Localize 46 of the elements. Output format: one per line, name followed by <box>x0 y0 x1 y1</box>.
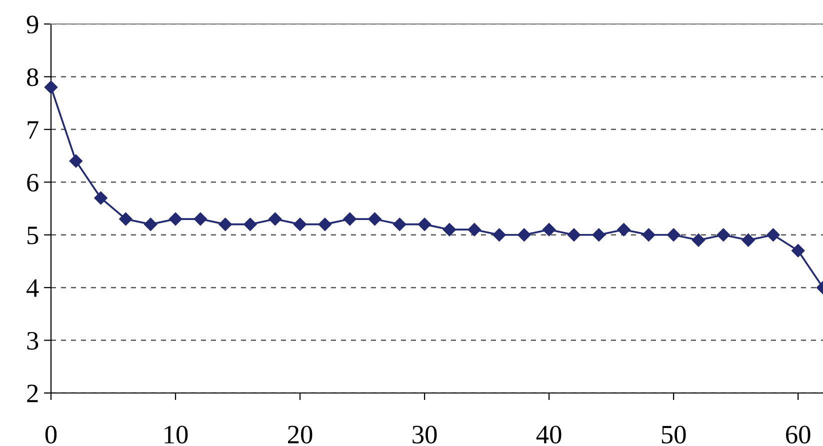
x-tick-label: 40 <box>536 426 562 444</box>
point <box>766 228 780 242</box>
point <box>442 223 456 236</box>
point <box>617 223 630 236</box>
y-tick-label: 8 <box>27 68 38 86</box>
point <box>268 212 282 226</box>
point <box>666 228 680 242</box>
point <box>194 212 208 226</box>
y-tick-label: 5 <box>28 226 38 244</box>
point <box>368 212 382 226</box>
point <box>244 218 257 231</box>
point <box>716 228 730 242</box>
point <box>218 218 232 231</box>
point <box>119 212 132 226</box>
x-tick-label: 20 <box>288 426 312 444</box>
y-tick-label: 6 <box>27 174 38 192</box>
point <box>742 234 755 247</box>
point <box>567 228 581 242</box>
point <box>393 218 406 231</box>
point <box>418 218 432 231</box>
point <box>792 244 805 258</box>
point <box>692 234 706 247</box>
point <box>642 228 656 242</box>
point <box>468 223 481 236</box>
point <box>69 154 82 168</box>
y-tick-label: 7 <box>28 121 38 139</box>
point <box>492 228 506 242</box>
point <box>518 228 531 242</box>
y-tick-label: 2 <box>27 384 38 402</box>
x-tick-label: 50 <box>662 426 686 444</box>
point <box>542 223 556 236</box>
x-tick-label: 10 <box>164 426 188 444</box>
y-tick-label: 9 <box>26 16 38 34</box>
y-tick-label: 4 <box>26 279 39 297</box>
point <box>44 80 58 94</box>
point <box>144 218 158 231</box>
x-tick-label: 0 <box>45 426 57 444</box>
point <box>168 212 182 226</box>
point <box>94 191 108 205</box>
point <box>592 228 606 242</box>
point <box>293 218 307 231</box>
point <box>318 218 332 231</box>
x-tick-label: 30 <box>412 426 437 444</box>
point <box>343 212 356 226</box>
y-tick-label: 3 <box>27 332 38 350</box>
x-tick-label: 60 <box>786 426 810 444</box>
